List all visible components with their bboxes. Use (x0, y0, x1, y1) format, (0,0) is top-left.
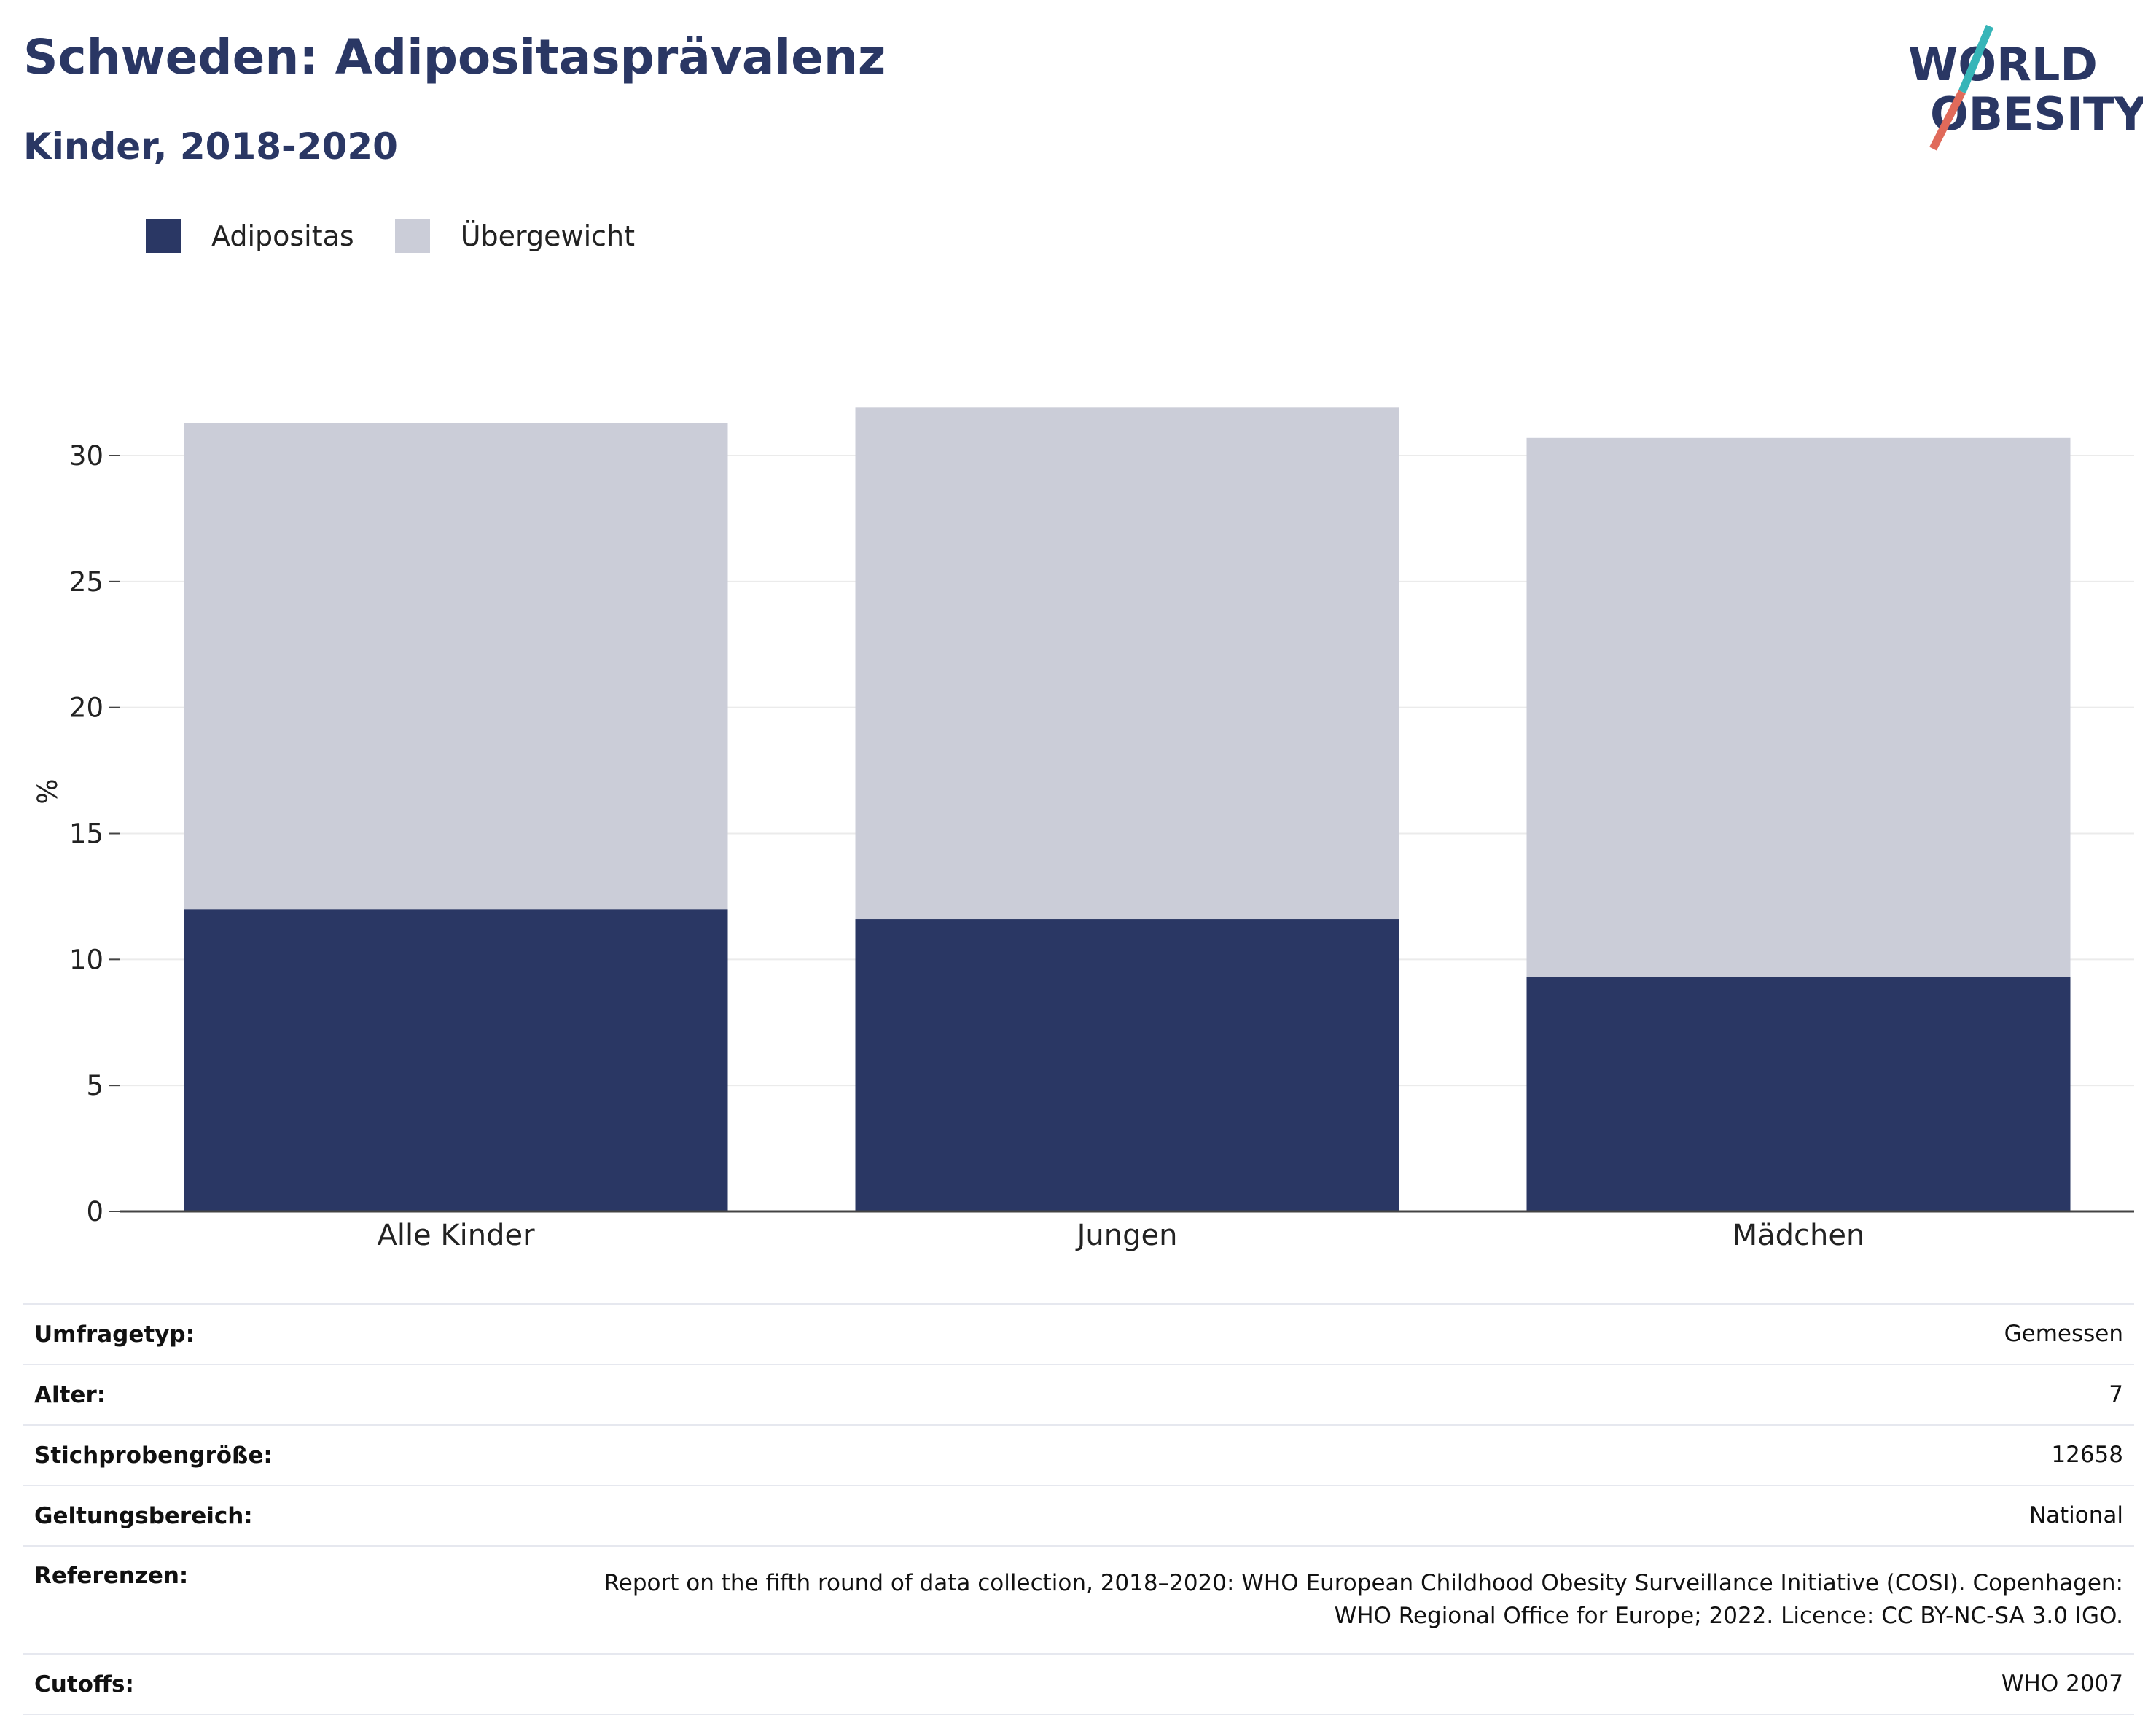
chart-legend: Adipositas Übergewicht (146, 217, 676, 255)
survey-info-table: Umfragetyp: Gemessen Alter: 7 Stichprobe… (23, 1303, 2134, 1715)
info-key: Referenzen: (23, 1545, 337, 1654)
chart-subtitle: Kinder, 2018-2020 (23, 125, 398, 168)
bar-segment-adipositas (184, 909, 728, 1211)
logo-slash-teal (1958, 24, 1994, 94)
y-tick-label: 0 (86, 1196, 103, 1227)
info-key: Geltungsbereich: (23, 1485, 337, 1546)
legend-swatch-uebergewicht (394, 219, 430, 253)
stacked-bar-chart: 0 5 10 15 20 25 30% Alle Kinder Jungen Mädchen (32, 407, 2134, 1252)
x-category-label: Alle Kinder (377, 1219, 535, 1252)
logo-text-obesity: OBESITY (1930, 87, 2143, 141)
info-key: Alter: (23, 1364, 337, 1425)
y-tick-label: 25 (69, 566, 103, 598)
x-category-label: Mädchen (1733, 1219, 1865, 1252)
bar-segment-uebergewicht (1526, 437, 2071, 977)
chart-title: Schweden: Adipositasprävalenz (23, 29, 886, 85)
info-value: Gemessen (337, 1303, 2134, 1364)
info-value: 7 (337, 1364, 2134, 1425)
info-row-cutoffs: Cutoffs: WHO 2007 (23, 1653, 2134, 1715)
legend-item-uebergewicht: Übergewicht (394, 219, 635, 253)
bar-segment-adipositas (855, 919, 1399, 1211)
legend-label-adipositas: Adipositas (211, 220, 354, 252)
info-key: Umfragetyp: (23, 1303, 337, 1364)
info-row-sample-size: Stichprobengröße: 12658 (23, 1424, 2134, 1485)
info-value: 12658 (337, 1424, 2134, 1485)
world-obesity-logo: WORLD OBESITY (1908, 24, 2143, 151)
logo-text-world: WORLD (1908, 38, 2098, 91)
reference-line: Report on the fifth round of data collec… (604, 1570, 2123, 1596)
info-key: Stichprobengröße: (23, 1424, 337, 1485)
legend-item-adipositas: Adipositas (146, 219, 354, 253)
info-row-survey-type: Umfragetyp: Gemessen (23, 1303, 2134, 1364)
legend-label-uebergewicht: Übergewicht (460, 220, 635, 252)
y-tick-label: 15 (69, 819, 103, 850)
info-value: Report on the fifth round of data collec… (337, 1545, 2134, 1654)
bar-segment-uebergewicht (184, 423, 728, 910)
info-key: Cutoffs: (23, 1653, 337, 1715)
info-row-age: Alter: 7 (23, 1364, 2134, 1425)
bar-segment-uebergewicht (855, 407, 1399, 920)
info-row-references: Referenzen: Report on the fifth round of… (23, 1545, 2134, 1654)
reference-line: WHO Regional Office for Europe; 2022. Li… (1334, 1603, 2123, 1629)
legend-swatch-adipositas (146, 219, 181, 253)
y-tick-label: 20 (69, 692, 103, 724)
info-value: National (337, 1485, 2134, 1546)
y-tick-label: 10 (69, 944, 103, 975)
info-value: WHO 2007 (337, 1653, 2134, 1715)
x-category-label: Jungen (1075, 1219, 1178, 1252)
y-axis-label: % (32, 778, 63, 804)
logo-slash-coral (1929, 90, 1966, 151)
bar-segment-adipositas (1526, 977, 2071, 1211)
y-tick-label: 30 (69, 440, 103, 472)
info-row-scope: Geltungsbereich: National (23, 1485, 2134, 1546)
y-tick-label: 5 (86, 1070, 103, 1101)
